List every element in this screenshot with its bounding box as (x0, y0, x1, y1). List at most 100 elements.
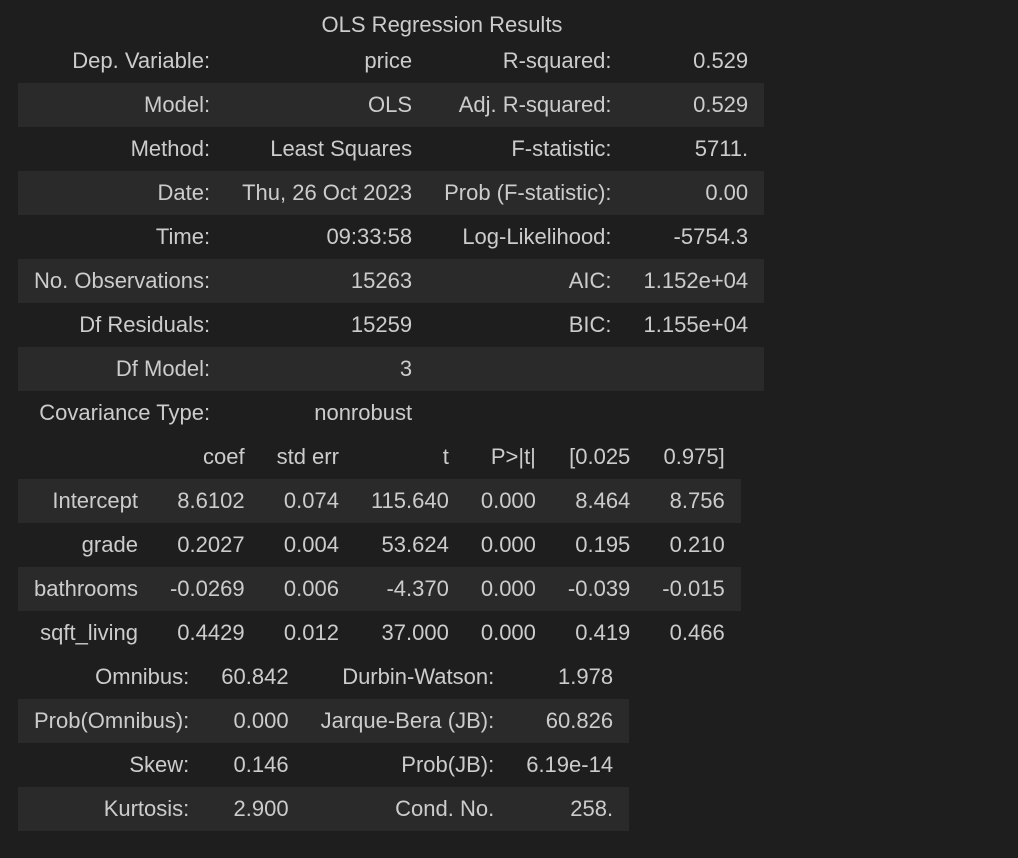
summary-value: 15259 (350, 312, 413, 337)
summary-value (627, 347, 765, 391)
diagnostic-value: 2.900 (205, 787, 305, 831)
summary-value: 0.529 (627, 83, 765, 127)
summary-label: R-squared: (502, 48, 612, 73)
coef-cell: 0.2027 (177, 532, 245, 557)
summary-value: -5754.3 (673, 224, 749, 249)
column-header: 0.975] (663, 444, 725, 469)
diagnostic-value: 0.146 (233, 752, 289, 777)
summary-label: Date: (18, 171, 227, 215)
coef-row: Intercept 8.6102 0.074 115.640 0.000 8.4… (18, 479, 741, 523)
diagnostic-value: 60.842 (221, 664, 289, 689)
coef-header-row: coef std err t P>|t| [0.025 0.975] (18, 435, 741, 479)
summary-value: 0.00 (627, 171, 765, 215)
coef-cell: 0.004 (283, 532, 339, 557)
summary-value: Least Squares (270, 136, 413, 161)
summary-value: 0.529 (693, 48, 749, 73)
coef-variable: grade (81, 532, 138, 557)
diagnostic-value: 258. (510, 787, 630, 831)
summary-label: AIC: (428, 259, 628, 303)
diagnostic-label: Cond. No. (304, 787, 511, 831)
summary-label: Adj. R-squared: (428, 83, 628, 127)
diagnostic-label: Omnibus: (95, 664, 190, 689)
summary-value: nonrobust (314, 400, 413, 425)
summary-label: F-statistic: (511, 136, 612, 161)
summary-value: 1.155e+04 (643, 312, 749, 337)
summary-value: 15263 (226, 259, 429, 303)
diagnostic-label: Kurtosis: (18, 787, 206, 831)
coefficients-table: coef std err t P>|t| [0.025 0.975] Inter… (18, 435, 741, 655)
summary-value: OLS (226, 83, 429, 127)
summary-value: price (364, 48, 413, 73)
column-header: t (442, 444, 449, 469)
column-header (18, 435, 154, 479)
summary-row: No. Observations: 15263 AIC: 1.152e+04 (18, 259, 765, 303)
coef-cell: 0.006 (260, 567, 355, 611)
diagnostic-label: Durbin-Watson: (342, 664, 495, 689)
column-header: coef (202, 444, 245, 469)
diagnostic-value: 60.826 (510, 699, 630, 743)
coef-cell: 8.756 (646, 479, 741, 523)
coef-cell: 0.000 (480, 532, 536, 557)
diagnostic-label: Prob(Omnibus): (18, 699, 206, 743)
coef-variable: sqft_living (40, 620, 138, 645)
summary-row: Dep. Variable: price R-squared: 0.529 (18, 39, 764, 83)
coef-cell: 37.000 (381, 620, 449, 645)
coef-cell: 0.466 (669, 620, 725, 645)
summary-row: Df Model: 3 (18, 347, 765, 391)
coef-variable: bathrooms (18, 567, 154, 611)
coef-cell: 53.624 (381, 532, 449, 557)
coef-cell: 0.210 (669, 532, 725, 557)
coef-cell: 0.074 (260, 479, 355, 523)
results-caption: OLS Regression Results (321, 12, 563, 37)
summary-row: Model: OLS Adj. R-squared: 0.529 (18, 83, 765, 127)
coef-cell: -0.039 (551, 567, 647, 611)
diagnostic-value: 6.19e-14 (526, 752, 614, 777)
coef-cell: -0.0269 (153, 567, 261, 611)
summary-label: No. Observations: (18, 259, 227, 303)
diagnostics-row: Omnibus: 60.842 Durbin-Watson: 1.978 (18, 655, 629, 699)
diagnostics-table: Omnibus: 60.842 Durbin-Watson: 1.978 Pro… (18, 655, 630, 831)
column-header: P>|t| (490, 444, 536, 469)
coef-cell: -0.015 (646, 567, 741, 611)
summary-value: 5711. (694, 136, 749, 161)
diagnostic-value: 1.978 (558, 664, 614, 689)
coef-row: bathrooms -0.0269 0.006 -4.370 0.000 -0.… (18, 567, 741, 611)
column-header: [0.025 (569, 444, 631, 469)
summary-value: 3 (226, 347, 429, 391)
diagnostics-row: Prob(Omnibus): 0.000 Jarque-Bera (JB): 6… (18, 699, 630, 743)
summary-row: Df Residuals: 15259 BIC: 1.155e+04 (18, 303, 764, 347)
summary-table: Dep. Variable: price R-squared: 0.529 Mo… (18, 39, 765, 435)
diagnostic-value: 0.000 (205, 699, 305, 743)
summary-label (428, 347, 628, 391)
summary-label: Prob (F-statistic): (428, 171, 628, 215)
summary-value (628, 391, 765, 435)
summary-row: Date: Thu, 26 Oct 2023 Prob (F-statistic… (18, 171, 765, 215)
column-header: std err (276, 444, 339, 469)
coef-cell: 0.4429 (177, 620, 245, 645)
summary-label: Covariance Type: (39, 400, 211, 425)
summary-label: Df Model: (18, 347, 227, 391)
coef-cell: 0.195 (575, 532, 631, 557)
summary-value: 09:33:58 (326, 224, 413, 249)
coef-cell: 8.6102 (153, 479, 261, 523)
summary-label: Df Residuals: (79, 312, 211, 337)
coef-cell: 0.012 (283, 620, 339, 645)
summary-row: Covariance Type: nonrobust (18, 391, 764, 435)
summary-label: Log-Likelihood: (462, 224, 612, 249)
diagnostic-label: Skew: (129, 752, 190, 777)
summary-label: Model: (18, 83, 227, 127)
diagnostic-label: Prob(JB): (401, 752, 495, 777)
diagnostic-label: Jarque-Bera (JB): (304, 699, 511, 743)
coef-cell: 115.640 (354, 479, 465, 523)
diagnostics-row: Kurtosis: 2.900 Cond. No. 258. (18, 787, 630, 831)
diagnostics-row: Skew: 0.146 Prob(JB): 6.19e-14 (18, 743, 629, 787)
coef-cell: 0.000 (464, 567, 552, 611)
summary-label: Time: (155, 224, 211, 249)
coef-cell: 0.000 (464, 479, 552, 523)
coef-variable: Intercept (18, 479, 154, 523)
coef-cell: -4.370 (354, 567, 465, 611)
summary-label: Dep. Variable: (72, 48, 211, 73)
summary-label (428, 391, 627, 435)
summary-row: Method: Least Squares F-statistic: 5711. (18, 127, 764, 171)
coef-cell: 0.419 (575, 620, 631, 645)
